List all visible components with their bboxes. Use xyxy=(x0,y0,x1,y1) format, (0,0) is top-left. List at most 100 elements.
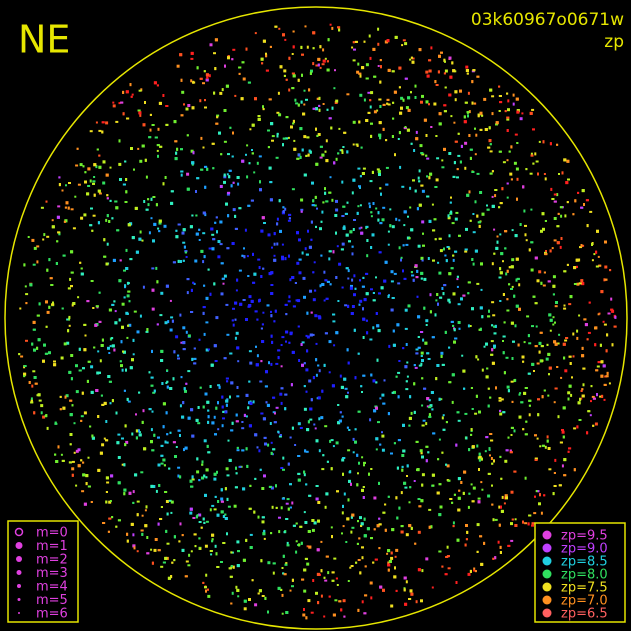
star-dot xyxy=(138,89,142,92)
star-dot xyxy=(506,309,510,312)
star-dot xyxy=(105,218,108,222)
star-dot xyxy=(353,48,356,51)
star-dot xyxy=(498,523,501,527)
star-dot xyxy=(241,449,245,452)
star-dot xyxy=(386,102,389,105)
star-dot xyxy=(547,280,551,283)
star-dot xyxy=(554,305,558,308)
star-dot xyxy=(471,500,475,503)
star-dot xyxy=(315,162,319,166)
star-dot xyxy=(25,293,29,296)
star-dot xyxy=(363,517,366,521)
star-dot xyxy=(57,445,60,449)
star-dot xyxy=(120,101,124,104)
star-dot xyxy=(95,165,98,169)
star-dot xyxy=(527,522,530,526)
star-dot xyxy=(381,431,383,434)
star-dot xyxy=(229,575,233,578)
star-dot xyxy=(315,342,318,345)
star-dot xyxy=(342,525,345,528)
star-dot xyxy=(319,284,322,288)
star-dot xyxy=(225,403,228,407)
star-dot xyxy=(46,268,49,272)
star-dot xyxy=(372,299,376,302)
star-dot xyxy=(196,470,200,474)
star-dot xyxy=(238,207,242,210)
star-dot xyxy=(267,233,271,237)
star-dot xyxy=(406,375,409,378)
star-dot xyxy=(311,333,315,336)
star-dot xyxy=(228,169,232,172)
star-dot xyxy=(261,516,265,519)
star-dot xyxy=(444,86,447,89)
star-dot xyxy=(352,178,356,182)
star-dot xyxy=(139,159,143,163)
star-dot xyxy=(229,352,233,355)
star-dot xyxy=(380,65,382,69)
m-marker xyxy=(17,598,21,601)
star-dot xyxy=(130,95,133,98)
star-dot xyxy=(428,406,432,409)
star-dot xyxy=(379,443,382,446)
star-dot xyxy=(325,492,329,496)
star-dot xyxy=(58,232,61,236)
star-dot xyxy=(358,303,361,306)
star-dot xyxy=(339,149,342,152)
star-dot xyxy=(30,401,34,404)
star-dot xyxy=(103,437,106,440)
star-dot xyxy=(115,411,118,415)
star-dot xyxy=(528,342,532,345)
star-dot xyxy=(476,444,479,448)
star-dot xyxy=(240,97,244,101)
star-dot xyxy=(376,168,380,171)
star-dot xyxy=(288,341,291,344)
star-dot xyxy=(387,243,390,246)
star-dot xyxy=(65,184,67,187)
star-dot xyxy=(84,180,87,184)
star-dot xyxy=(448,301,451,304)
star-dot xyxy=(498,206,501,209)
star-dot xyxy=(409,206,412,209)
star-dot xyxy=(123,389,126,392)
star-dot xyxy=(389,208,392,211)
star-dot xyxy=(379,136,382,140)
star-dot xyxy=(158,221,162,225)
star-dot xyxy=(80,267,83,270)
star-dot xyxy=(499,455,502,458)
star-dot xyxy=(354,428,357,431)
star-dot xyxy=(444,254,447,257)
star-dot xyxy=(226,333,230,336)
star-dot xyxy=(105,121,109,125)
star-dot xyxy=(563,458,567,462)
star-dot xyxy=(301,251,304,255)
star-dot xyxy=(470,433,473,436)
star-dot xyxy=(377,329,381,333)
star-dot xyxy=(492,518,495,522)
star-dot xyxy=(56,215,60,219)
star-dot xyxy=(219,220,223,224)
star-dot xyxy=(160,565,164,568)
star-dot xyxy=(42,415,46,419)
star-dot xyxy=(130,522,134,526)
star-dot xyxy=(243,607,247,611)
star-dot xyxy=(445,259,448,263)
star-dot xyxy=(166,542,170,545)
star-dot xyxy=(203,521,206,524)
star-dot xyxy=(297,422,301,426)
star-dot xyxy=(541,444,545,447)
star-dot xyxy=(559,441,563,444)
star-dot xyxy=(264,596,267,600)
star-dot xyxy=(454,217,458,221)
star-dot xyxy=(560,376,563,379)
star-dot xyxy=(79,261,82,264)
star-dot xyxy=(214,544,217,548)
star-dot xyxy=(245,393,249,397)
star-dot xyxy=(112,101,115,104)
star-dot xyxy=(594,326,598,330)
star-dot xyxy=(232,48,236,51)
star-dot xyxy=(318,449,321,453)
star-dot xyxy=(326,280,330,283)
star-dot xyxy=(491,262,494,266)
star-dot xyxy=(48,351,51,355)
star-dot xyxy=(236,346,240,350)
